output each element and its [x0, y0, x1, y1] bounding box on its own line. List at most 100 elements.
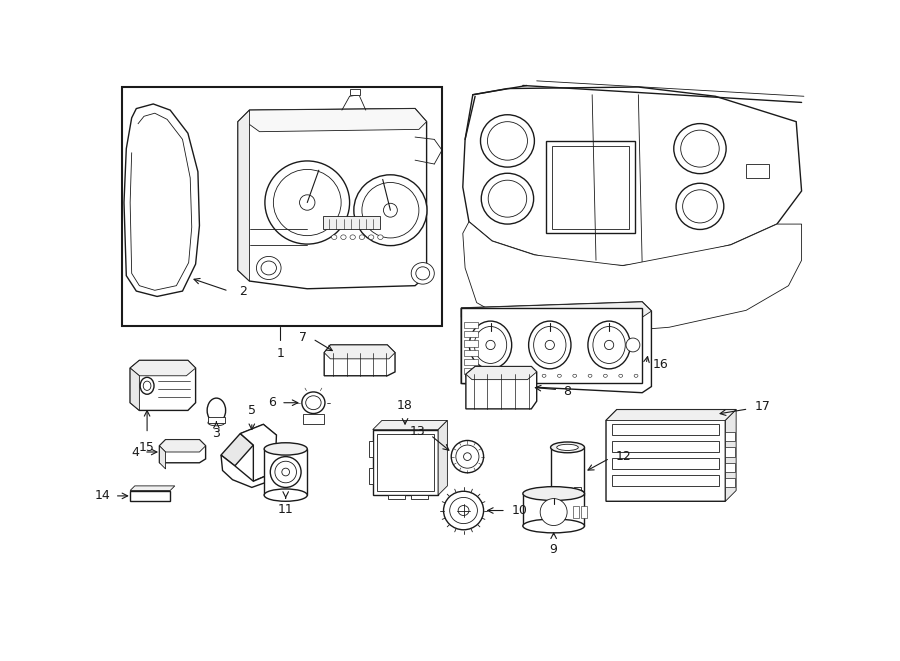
- Ellipse shape: [458, 506, 469, 516]
- Text: 7: 7: [299, 330, 307, 344]
- Polygon shape: [324, 345, 395, 375]
- Bar: [322, 215, 381, 229]
- Ellipse shape: [588, 374, 592, 377]
- Bar: [746, 164, 769, 178]
- Ellipse shape: [350, 235, 356, 239]
- Text: 11: 11: [278, 503, 293, 516]
- Ellipse shape: [604, 374, 608, 377]
- Polygon shape: [466, 367, 536, 409]
- Polygon shape: [221, 434, 254, 466]
- Polygon shape: [238, 110, 249, 281]
- Text: 10: 10: [511, 504, 527, 517]
- Ellipse shape: [456, 445, 479, 468]
- Bar: [376, 434, 435, 491]
- Ellipse shape: [140, 377, 154, 394]
- Bar: [464, 350, 478, 356]
- Ellipse shape: [542, 374, 546, 377]
- Bar: [612, 475, 719, 486]
- Polygon shape: [159, 440, 205, 452]
- Ellipse shape: [464, 453, 472, 461]
- Polygon shape: [606, 410, 736, 420]
- Polygon shape: [221, 455, 274, 487]
- Polygon shape: [463, 87, 802, 266]
- Polygon shape: [240, 424, 276, 445]
- Text: 18: 18: [397, 399, 413, 412]
- Bar: [546, 141, 634, 233]
- Ellipse shape: [488, 122, 527, 160]
- Polygon shape: [463, 222, 802, 333]
- Ellipse shape: [359, 235, 364, 239]
- Ellipse shape: [331, 235, 337, 239]
- Polygon shape: [388, 495, 405, 499]
- Ellipse shape: [523, 519, 584, 533]
- Polygon shape: [240, 424, 276, 481]
- Polygon shape: [130, 360, 195, 375]
- Bar: [725, 463, 734, 472]
- Text: 8: 8: [562, 385, 571, 398]
- Ellipse shape: [265, 161, 349, 244]
- Polygon shape: [461, 302, 652, 393]
- Polygon shape: [725, 410, 736, 501]
- Ellipse shape: [261, 261, 276, 275]
- Ellipse shape: [383, 204, 397, 217]
- Ellipse shape: [354, 175, 427, 246]
- Bar: [208, 416, 225, 423]
- Ellipse shape: [626, 338, 640, 352]
- Bar: [130, 490, 170, 501]
- Text: 4: 4: [131, 446, 140, 459]
- Ellipse shape: [511, 374, 516, 377]
- Bar: [612, 458, 719, 469]
- Ellipse shape: [264, 443, 307, 455]
- Ellipse shape: [416, 267, 429, 280]
- Text: 12: 12: [616, 450, 631, 463]
- Ellipse shape: [545, 340, 554, 350]
- Ellipse shape: [534, 327, 566, 364]
- Polygon shape: [466, 367, 536, 379]
- Bar: [612, 442, 719, 452]
- Ellipse shape: [306, 396, 321, 410]
- Polygon shape: [159, 440, 205, 463]
- Ellipse shape: [302, 392, 325, 414]
- Bar: [373, 430, 438, 495]
- Polygon shape: [369, 442, 373, 457]
- Ellipse shape: [270, 457, 302, 487]
- Polygon shape: [238, 108, 427, 289]
- Ellipse shape: [619, 374, 623, 377]
- Ellipse shape: [481, 115, 535, 167]
- Ellipse shape: [488, 180, 526, 217]
- Ellipse shape: [557, 444, 579, 450]
- Ellipse shape: [572, 374, 577, 377]
- Ellipse shape: [634, 374, 638, 377]
- Ellipse shape: [264, 489, 307, 501]
- Polygon shape: [159, 446, 166, 469]
- Polygon shape: [246, 108, 427, 132]
- Ellipse shape: [605, 340, 614, 350]
- Ellipse shape: [300, 195, 315, 210]
- Ellipse shape: [551, 442, 584, 453]
- Ellipse shape: [482, 173, 534, 224]
- Ellipse shape: [674, 124, 726, 174]
- Ellipse shape: [557, 374, 562, 377]
- Bar: [464, 340, 478, 346]
- Ellipse shape: [680, 130, 719, 167]
- Bar: [461, 308, 643, 383]
- Bar: [725, 432, 734, 442]
- Ellipse shape: [469, 321, 512, 369]
- Ellipse shape: [526, 374, 531, 377]
- Bar: [523, 494, 584, 526]
- Ellipse shape: [282, 468, 290, 476]
- Ellipse shape: [682, 190, 717, 223]
- Text: 9: 9: [550, 543, 558, 556]
- Polygon shape: [324, 345, 395, 359]
- Polygon shape: [124, 104, 200, 297]
- Ellipse shape: [551, 488, 584, 499]
- Polygon shape: [369, 468, 373, 484]
- Ellipse shape: [411, 262, 435, 284]
- Ellipse shape: [378, 235, 383, 239]
- Text: 2: 2: [239, 285, 248, 297]
- Bar: [122, 87, 442, 326]
- Ellipse shape: [207, 398, 226, 423]
- Polygon shape: [373, 420, 447, 430]
- Ellipse shape: [540, 498, 567, 525]
- Text: 17: 17: [754, 400, 770, 413]
